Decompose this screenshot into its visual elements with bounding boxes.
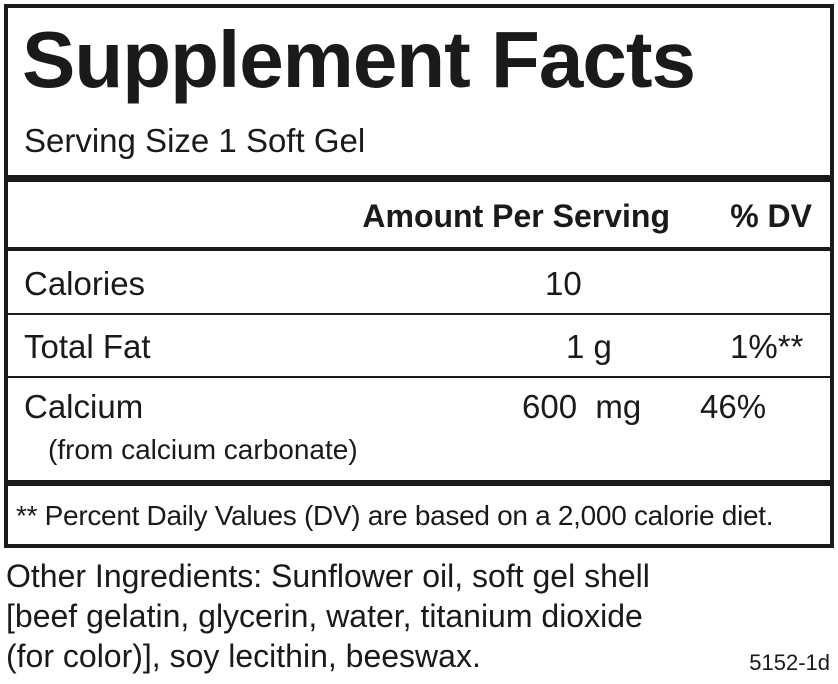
serving-size: Serving Size 1 Soft Gel (24, 122, 366, 159)
rule (4, 247, 834, 251)
row-name: Calcium (24, 388, 144, 425)
rule (4, 313, 834, 315)
ingredients-line: [beef gelatin, glycerin, water, titanium… (6, 598, 643, 634)
row-name: Total Fat (24, 328, 151, 365)
ingredients-line: Other Ingredients: Sunflower oil, soft g… (6, 558, 650, 594)
row-name: Calories (24, 265, 146, 302)
row-amount: 1 g (566, 328, 612, 365)
row-amount: 600 mg (522, 388, 642, 425)
row-dv: 1%** (730, 328, 804, 365)
title: Supplement Facts (22, 15, 696, 104)
thick-rule (4, 175, 834, 182)
row-amount: 10 (545, 265, 582, 302)
footnote: ** Percent Daily Values (DV) are based o… (16, 500, 774, 531)
row-note: (from calcium carbonate) (48, 434, 358, 465)
product-code: 5152-1d (749, 650, 830, 675)
facts-box (4, 4, 834, 548)
dv-header: % DV (730, 198, 812, 234)
ingredients-line: (for color)], soy lecithin, beeswax. (6, 638, 481, 674)
thick-rule (4, 480, 834, 486)
rule (4, 376, 834, 378)
amount-header: Amount Per Serving (362, 198, 670, 234)
row-dv: 46% (700, 388, 767, 425)
